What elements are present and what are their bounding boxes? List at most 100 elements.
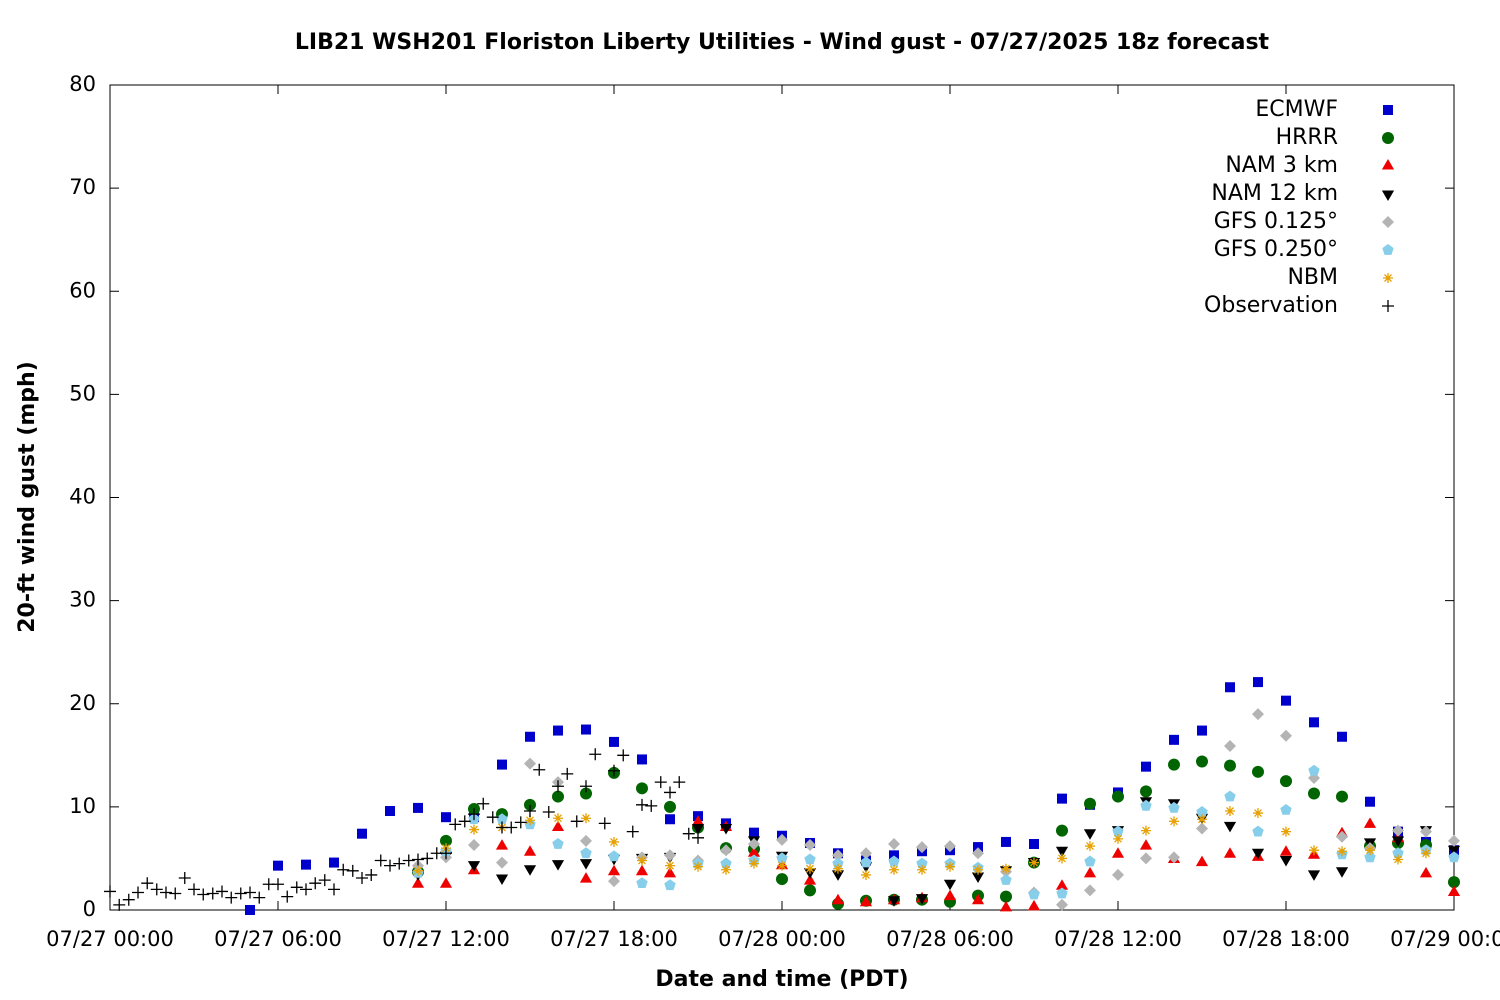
- legend-label: ECMWF: [1255, 97, 1338, 122]
- data-point: [1197, 814, 1207, 825]
- data-point: [1225, 806, 1235, 816]
- data-point: [1056, 887, 1068, 899]
- data-point: [580, 847, 592, 859]
- legend-marker: [1381, 159, 1395, 170]
- x-tick-label: 07/28 06:00: [886, 927, 1014, 951]
- data-point: [1140, 799, 1152, 811]
- data-point: [1139, 839, 1153, 850]
- data-point: [973, 864, 983, 875]
- data-point: [1420, 825, 1432, 838]
- data-point: [356, 872, 368, 885]
- data-point: [1084, 797, 1096, 810]
- data-point: [496, 813, 508, 825]
- data-point: [859, 895, 873, 907]
- data-point: [664, 849, 676, 862]
- data-point: [160, 886, 172, 899]
- data-point: [188, 883, 200, 896]
- legend-marker: [1382, 244, 1394, 255]
- data-point: [225, 891, 238, 904]
- legend-marker: [1382, 300, 1394, 312]
- data-point: [1280, 775, 1292, 788]
- data-point: [253, 891, 266, 904]
- data-point: [1252, 765, 1264, 778]
- x-tick-label: 07/28 18:00: [1222, 927, 1350, 951]
- data-point: [1280, 729, 1292, 742]
- data-point: [589, 748, 602, 761]
- data-point: [580, 780, 592, 793]
- data-point: [693, 861, 703, 872]
- data-point: [719, 824, 733, 835]
- data-point: [477, 797, 490, 810]
- data-point: [637, 754, 647, 765]
- data-point: [1000, 874, 1012, 885]
- data-point: [580, 787, 592, 800]
- data-point: [1083, 829, 1097, 840]
- data-point: [720, 844, 732, 857]
- data-point: [608, 850, 620, 862]
- data-point: [608, 875, 620, 888]
- data-point: [132, 886, 144, 899]
- data-point: [749, 827, 759, 838]
- data-point: [776, 833, 788, 846]
- data-point: [328, 883, 340, 896]
- data-point: [608, 764, 620, 777]
- data-point: [1195, 855, 1209, 867]
- data-point: [581, 813, 591, 824]
- x-axis-label: Date and time (PDT): [655, 967, 908, 992]
- data-point: [1421, 848, 1431, 859]
- data-point: [1309, 717, 1319, 728]
- data-point: [122, 893, 135, 906]
- data-point: [943, 879, 957, 891]
- data-point: [309, 877, 322, 890]
- data-point: [1447, 885, 1461, 896]
- data-point: [749, 858, 759, 869]
- data-point: [1001, 836, 1011, 847]
- data-point: [365, 868, 378, 881]
- data-point: [441, 812, 451, 823]
- x-tick-label: 07/28 12:00: [1054, 927, 1182, 951]
- data-point: [169, 887, 182, 900]
- data-point: [178, 872, 191, 885]
- data-point: [1055, 879, 1069, 890]
- data-point: [458, 815, 471, 828]
- data-point: [1057, 853, 1067, 864]
- y-axis-label: 20-ft wind gust (mph): [15, 361, 40, 633]
- data-point: [636, 782, 648, 795]
- data-point: [1057, 793, 1067, 804]
- data-point: [272, 878, 284, 891]
- data-point: [245, 905, 255, 915]
- data-point: [654, 776, 667, 789]
- data-point: [439, 877, 453, 888]
- data-point: [747, 846, 761, 857]
- data-point: [551, 820, 565, 831]
- data-point: [973, 842, 983, 853]
- data-point: [663, 866, 677, 878]
- data-point: [804, 853, 816, 865]
- data-point: [402, 854, 415, 867]
- data-point: [831, 893, 845, 905]
- y-tick-label: 30: [69, 588, 96, 612]
- data-point: [1225, 682, 1235, 693]
- legend-label: NBM: [1287, 265, 1338, 290]
- y-tick-label: 50: [69, 381, 96, 405]
- data-point: [141, 877, 154, 890]
- data-point: [579, 872, 593, 883]
- data-point: [234, 887, 247, 900]
- legend-marker: [1382, 132, 1394, 144]
- y-tick-label: 40: [69, 485, 96, 509]
- data-point: [318, 874, 331, 887]
- y-tick-label: 80: [69, 72, 96, 96]
- data-point: [1364, 851, 1376, 863]
- data-point: [805, 863, 815, 874]
- data-point: [197, 888, 210, 901]
- data-point: [553, 813, 563, 824]
- data-point: [889, 850, 899, 861]
- data-point: [449, 818, 462, 831]
- data-point: [533, 763, 546, 776]
- legend-label: HRRR: [1276, 125, 1338, 150]
- data-point: [804, 884, 816, 897]
- data-point: [635, 864, 649, 876]
- data-point: [1084, 855, 1096, 867]
- data-point: [664, 786, 676, 799]
- data-point: [637, 855, 647, 866]
